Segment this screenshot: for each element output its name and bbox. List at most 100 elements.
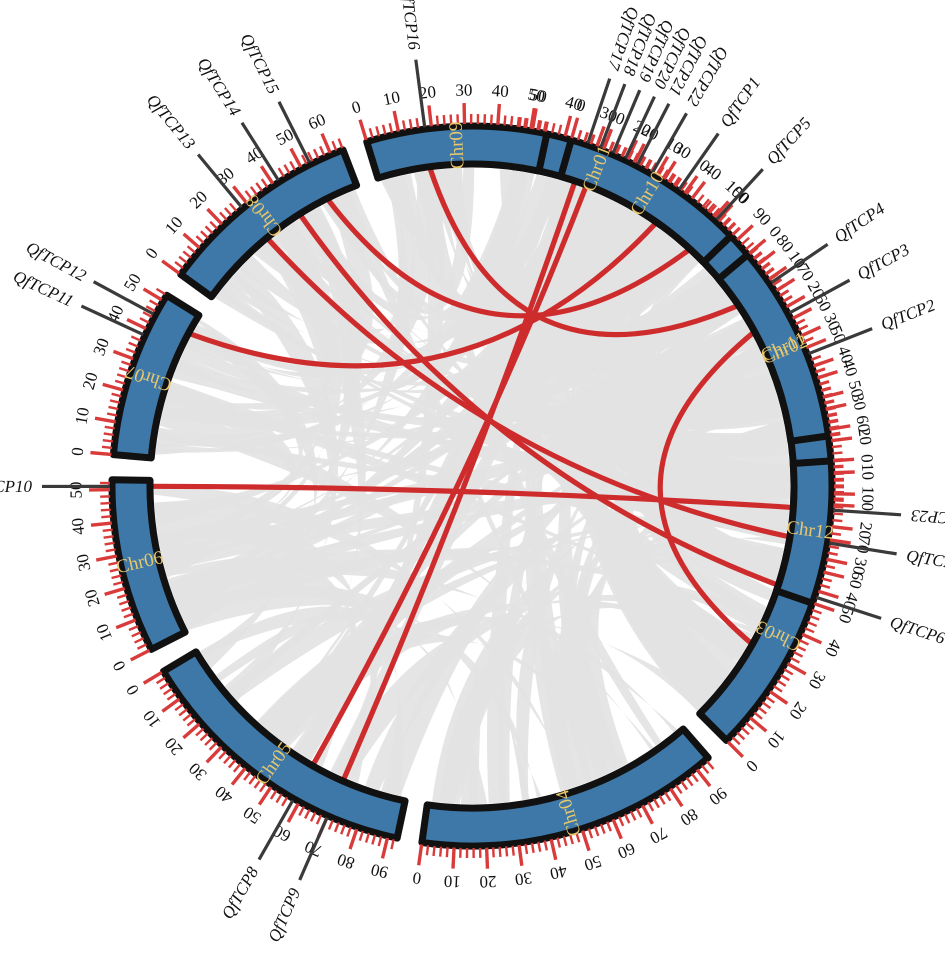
axis-tick-minor	[745, 241, 755, 251]
axis-tick-minor	[259, 782, 267, 793]
axis-tick-minor	[116, 593, 128, 599]
highlight-link-layer	[149, 166, 794, 782]
tick-label: 60	[852, 414, 873, 434]
gene-label: QfTCP5	[763, 114, 815, 169]
tick-label: 20	[854, 427, 875, 446]
axis-tick-minor	[108, 405, 119, 411]
axis-tick-minor	[667, 172, 675, 183]
axis-tick-minor	[174, 261, 184, 269]
axis-tick-minor	[229, 202, 238, 212]
chromosome-block[interactable]	[109, 291, 203, 462]
axis-tick-major	[496, 103, 502, 126]
synteny-ribbon	[390, 173, 556, 308]
axis-tick-minor	[718, 213, 727, 223]
axis-tick-minor	[155, 676, 166, 685]
axis-tick-minor	[783, 668, 794, 676]
gene-leader-line	[414, 59, 427, 128]
axis-tick-minor	[243, 771, 252, 781]
axis-tick-major	[232, 185, 248, 204]
gene-label: QfTCP13	[143, 90, 199, 152]
axis-tick-minor	[103, 535, 114, 539]
axis-tick-minor	[668, 173, 677, 184]
axis-tick-minor	[740, 726, 750, 736]
axis-tick-minor	[779, 289, 789, 297]
axis-tick-minor	[832, 512, 844, 516]
axis-tick-minor	[757, 706, 768, 715]
synteny-ribbon	[332, 194, 789, 458]
chromosome-block[interactable]	[715, 251, 832, 445]
axis-tick-minor	[218, 750, 227, 760]
tick-label: 40	[68, 517, 89, 536]
synteny-ribbon	[274, 600, 747, 747]
duplicate-gene-link	[657, 330, 756, 646]
chromosome-block[interactable]	[177, 146, 361, 301]
axis-tick-minor	[650, 162, 658, 173]
axis-tick-minor	[200, 230, 210, 239]
axis-tick-minor	[562, 835, 568, 847]
axis-tick-major	[570, 117, 580, 139]
duplicate-gene-link	[149, 483, 794, 511]
tick-label: 30	[849, 556, 871, 576]
axis-tick-minor	[281, 796, 289, 807]
tick-label: 20	[79, 370, 102, 391]
axis-tick-minor	[139, 317, 150, 324]
axis-tick-minor	[780, 673, 790, 682]
axis-tick-minor	[227, 759, 237, 769]
tick-label: 50	[273, 125, 297, 150]
tick-label: 80	[335, 850, 357, 873]
axis-tick-minor	[118, 600, 130, 606]
tick-label: 0	[349, 97, 363, 118]
axis-tick-minor	[174, 703, 184, 712]
axis-tick-minor	[761, 701, 772, 710]
chromosome-block[interactable]	[772, 457, 836, 607]
tick-label: 60	[615, 839, 638, 863]
tick-label: 60	[845, 570, 867, 591]
axis-tick-major	[641, 804, 654, 825]
axis-tick-major	[800, 325, 822, 338]
tick-label: 40	[821, 637, 845, 660]
chromosome-block[interactable]	[159, 648, 409, 842]
tick-label: 20	[855, 521, 876, 540]
axis-tick-major	[563, 115, 573, 137]
axis-tick-minor	[518, 117, 522, 128]
axis-tick-major	[259, 165, 275, 185]
axis-tick-major	[529, 107, 536, 130]
axis-tick-major	[142, 287, 163, 302]
axis-tick-major	[530, 108, 538, 130]
axis-tick-minor	[111, 574, 122, 580]
axis-tick-minor	[148, 299, 159, 307]
axis-tick-minor	[618, 816, 625, 827]
tick-label: 10	[381, 87, 402, 109]
tick-label: 10	[71, 406, 93, 426]
tick-label: 30	[185, 759, 210, 784]
gene-leader-line	[611, 89, 642, 154]
tick-label: 0	[141, 244, 161, 262]
axis-tick-minor	[798, 324, 809, 331]
axis-tick-minor	[821, 577, 832, 583]
axis-tick-minor	[831, 444, 842, 449]
axis-tick-minor	[828, 419, 839, 424]
axis-tick-minor	[333, 822, 340, 833]
chromosome-block[interactable]	[557, 136, 735, 266]
axis-tick-minor	[425, 845, 430, 856]
tick-label: 50	[66, 481, 85, 498]
axis-tick-minor	[680, 181, 688, 192]
tick-label: 30	[805, 668, 830, 692]
axis-tick-minor	[782, 294, 793, 303]
axis-tick-major	[126, 317, 147, 331]
chromosome-block[interactable]	[418, 725, 712, 850]
axis-tick-minor	[776, 679, 787, 687]
tick-label: 20	[418, 82, 437, 103]
axis-tick-major	[831, 525, 853, 531]
chromosome-block[interactable]	[363, 122, 551, 182]
chromosome-block[interactable]	[108, 476, 189, 653]
synteny-ribbon	[227, 303, 737, 697]
gene-label: QfTCP14	[194, 54, 245, 120]
tick-label: 50	[528, 85, 548, 107]
chromosome-label: Chr09	[446, 121, 469, 169]
axis-tick-major	[801, 632, 823, 645]
axis-tick-major	[142, 670, 163, 685]
synteny-ribbon	[154, 485, 577, 789]
axis-tick-major	[690, 180, 707, 200]
tick-label: 0	[68, 446, 88, 456]
